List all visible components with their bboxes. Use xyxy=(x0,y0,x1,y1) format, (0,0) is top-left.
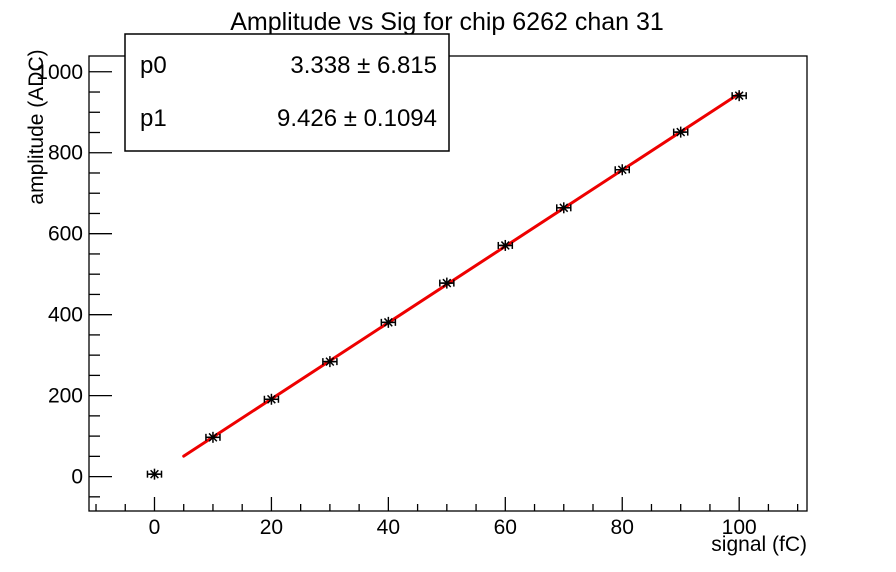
y-tick-label: 200 xyxy=(48,385,83,408)
marker-asterisk xyxy=(442,278,452,288)
data-point xyxy=(556,202,572,214)
data-point xyxy=(205,431,221,443)
data-point xyxy=(672,126,689,138)
fit-line xyxy=(182,92,741,458)
axis-ticks xyxy=(89,71,799,511)
marker-asterisk xyxy=(559,203,569,213)
fit-param-name-p0: p0 xyxy=(140,52,167,79)
data-points xyxy=(146,90,747,480)
x-tick-label: 40 xyxy=(377,516,400,539)
marker-asterisk xyxy=(266,394,276,404)
data-point xyxy=(380,316,397,328)
fit-stats-box-frame xyxy=(124,33,450,152)
x-tick-label: 100 xyxy=(722,516,757,539)
x-axis-title: signal (fC) xyxy=(711,533,807,556)
marker-asterisk xyxy=(676,127,686,137)
x-tick-label: 0 xyxy=(149,516,161,539)
y-axis-title: amplitude (ADC) xyxy=(25,49,48,204)
data-point xyxy=(439,277,455,289)
fit-param-name-p1: p1 xyxy=(140,105,167,132)
marker-asterisk xyxy=(500,241,510,250)
x-tick-label: 60 xyxy=(494,516,517,539)
x-tick-label: 80 xyxy=(611,516,634,539)
x-tick-label: 20 xyxy=(260,516,283,539)
data-point xyxy=(146,468,163,480)
y-tick-label: 800 xyxy=(48,142,83,165)
fit-param-value-p0: 3.338 ± 6.815 xyxy=(290,52,437,79)
fit-stats-box: p0 3.338 ± 6.815 p1 9.426 ± 0.1094 xyxy=(124,33,450,152)
data-point xyxy=(731,90,747,102)
y-tick-label: 400 xyxy=(48,304,83,327)
marker-asterisk xyxy=(325,357,335,367)
marker-asterisk xyxy=(208,432,218,442)
fit-param-value-p1: 9.426 ± 0.1094 xyxy=(277,105,437,132)
marker-asterisk xyxy=(734,91,744,101)
data-point xyxy=(263,393,280,405)
marker-asterisk xyxy=(617,165,627,175)
y-tick-label: 0 xyxy=(71,466,83,489)
chart-title: Amplitude vs Sig for chip 6262 chan 31 xyxy=(230,8,664,36)
y-tick-label: 600 xyxy=(48,223,83,246)
y-tick-label: 1000 xyxy=(36,61,83,84)
data-point xyxy=(614,164,631,176)
marker-asterisk xyxy=(150,469,159,479)
data-point xyxy=(322,356,338,368)
data-point xyxy=(497,239,514,251)
marker-asterisk xyxy=(383,317,393,327)
